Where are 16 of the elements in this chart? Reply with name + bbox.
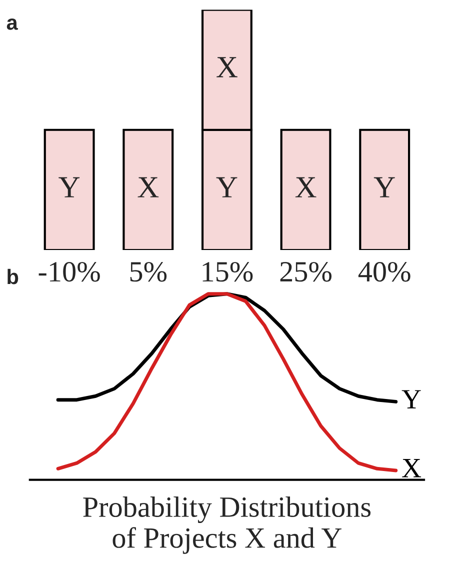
x-tick-label: 40%: [358, 262, 410, 282]
x-tick-label: -10%: [38, 262, 100, 282]
series-label: Y: [402, 390, 421, 408]
annotation: X: [138, 177, 159, 198]
x-tick-label: 5%: [130, 262, 167, 282]
x-axis-title: Probability Distributions of Projects X and Y: [83, 496, 371, 554]
annotation: X: [295, 177, 316, 198]
chart-title: b: [8, 268, 18, 284]
annotation: Y: [216, 177, 238, 198]
x-tick-label: 15%: [202, 262, 253, 282]
series-label: X: [402, 459, 422, 478]
annotation: Y: [58, 177, 80, 198]
annotation: Y: [374, 177, 395, 198]
annotation: X: [216, 57, 238, 78]
x-tick-label: 25%: [280, 262, 332, 282]
chart-title: a: [6, 18, 18, 30]
